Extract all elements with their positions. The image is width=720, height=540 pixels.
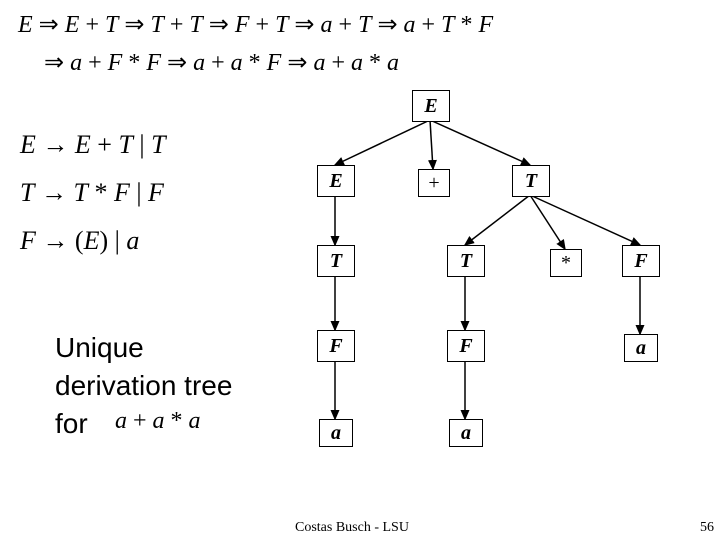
derivation-line-1: E ⇒ E + T ⇒ T + T ⇒ F + T ⇒ a + T ⇒ a + … [18,6,493,44]
tree-node: + [418,169,450,197]
tree-node: * [550,249,582,277]
grammar-rule-1: E → E + T | T [20,120,166,169]
tree-node: F [447,330,485,362]
tree-node: E [317,165,355,197]
tree-node: a [319,419,353,447]
grammar-rule-2: T → T * F | F [20,168,164,217]
derivation-line-2: ⇒ a + F * F ⇒ a + a * F ⇒ a + a * a [44,44,399,82]
grammar-rule-3: F → (E) | a [20,216,139,265]
tree-node: F [622,245,660,277]
page-number: 56 [700,520,714,536]
caption-line-1: Unique [55,330,144,366]
footer-text: Costas Busch - LSU [295,520,409,536]
caption-expression: a + a * a [115,408,201,435]
tree-node: T [447,245,485,277]
tree-node: T [512,165,550,197]
tree-node: a [624,334,658,362]
caption-line-3: for [55,406,88,442]
tree-node: a [449,419,483,447]
tree-node: T [317,245,355,277]
caption-line-2: derivation tree [55,368,232,404]
tree-node: F [317,330,355,362]
tree-node: E [412,90,450,122]
